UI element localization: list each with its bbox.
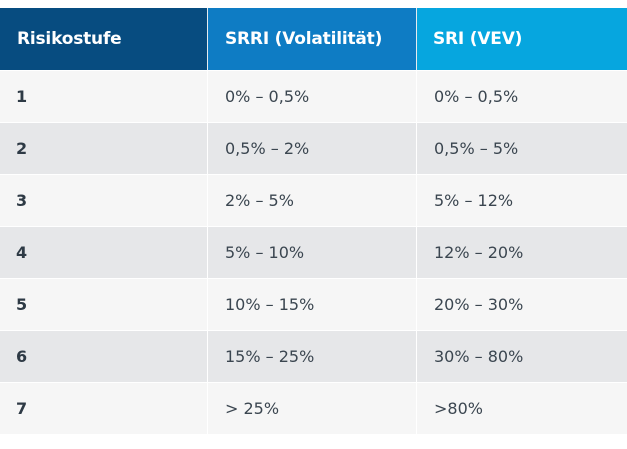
sri-range-cell: >80% bbox=[434, 399, 483, 418]
srri-range-cell: 10% – 15% bbox=[208, 279, 417, 330]
table-row: 7 > 25% >80% bbox=[0, 382, 627, 434]
sri-range-cell: 5% – 12% bbox=[434, 191, 514, 210]
risk-level-cell: 1 bbox=[0, 71, 208, 122]
header-risikostufe: Risikostufe bbox=[0, 8, 208, 70]
sri-range-cell: 0,5% – 5% bbox=[434, 139, 519, 158]
sri-range-cell: 12% – 20% bbox=[434, 243, 524, 262]
srri-range-cell: > 25% bbox=[208, 383, 417, 434]
risk-level-cell: 6 bbox=[0, 331, 208, 382]
table-header-row: Risikostufe SRRI (Volatilität) SRI (VEV) bbox=[0, 8, 627, 70]
table-row: 1 0% – 0,5% 0% – 0,5% bbox=[0, 70, 627, 122]
table-row: 2 0,5% – 2% 0,5% – 5% bbox=[0, 122, 627, 174]
risk-level-cell: 4 bbox=[0, 227, 208, 278]
header-srri: SRRI (Volatilität) bbox=[208, 8, 417, 70]
srri-range-cell: 2% – 5% bbox=[208, 175, 417, 226]
risk-table: Risikostufe SRRI (Volatilität) SRI (VEV)… bbox=[0, 8, 627, 434]
table-row: 5 10% – 15% 20% – 30% bbox=[0, 278, 627, 330]
risk-level-cell: 2 bbox=[0, 123, 208, 174]
srri-range-cell: 0,5% – 2% bbox=[208, 123, 417, 174]
header-sri: SRI (VEV) bbox=[417, 8, 627, 70]
srri-range-cell: 5% – 10% bbox=[208, 227, 417, 278]
sri-range-cell: 0% – 0,5% bbox=[434, 87, 519, 106]
table-row: 3 2% – 5% 5% – 12% bbox=[0, 174, 627, 226]
table-row: 4 5% – 10% 12% – 20% bbox=[0, 226, 627, 278]
table-row: 6 15% – 25% 30% – 80% bbox=[0, 330, 627, 382]
srri-range-cell: 0% – 0,5% bbox=[208, 71, 417, 122]
srri-range-cell: 15% – 25% bbox=[208, 331, 417, 382]
sri-range-cell: 30% – 80% bbox=[434, 347, 524, 366]
risk-level-cell: 5 bbox=[0, 279, 208, 330]
risk-level-cell: 3 bbox=[0, 175, 208, 226]
risk-level-cell: 7 bbox=[0, 383, 208, 434]
sri-range-cell: 20% – 30% bbox=[434, 295, 524, 314]
